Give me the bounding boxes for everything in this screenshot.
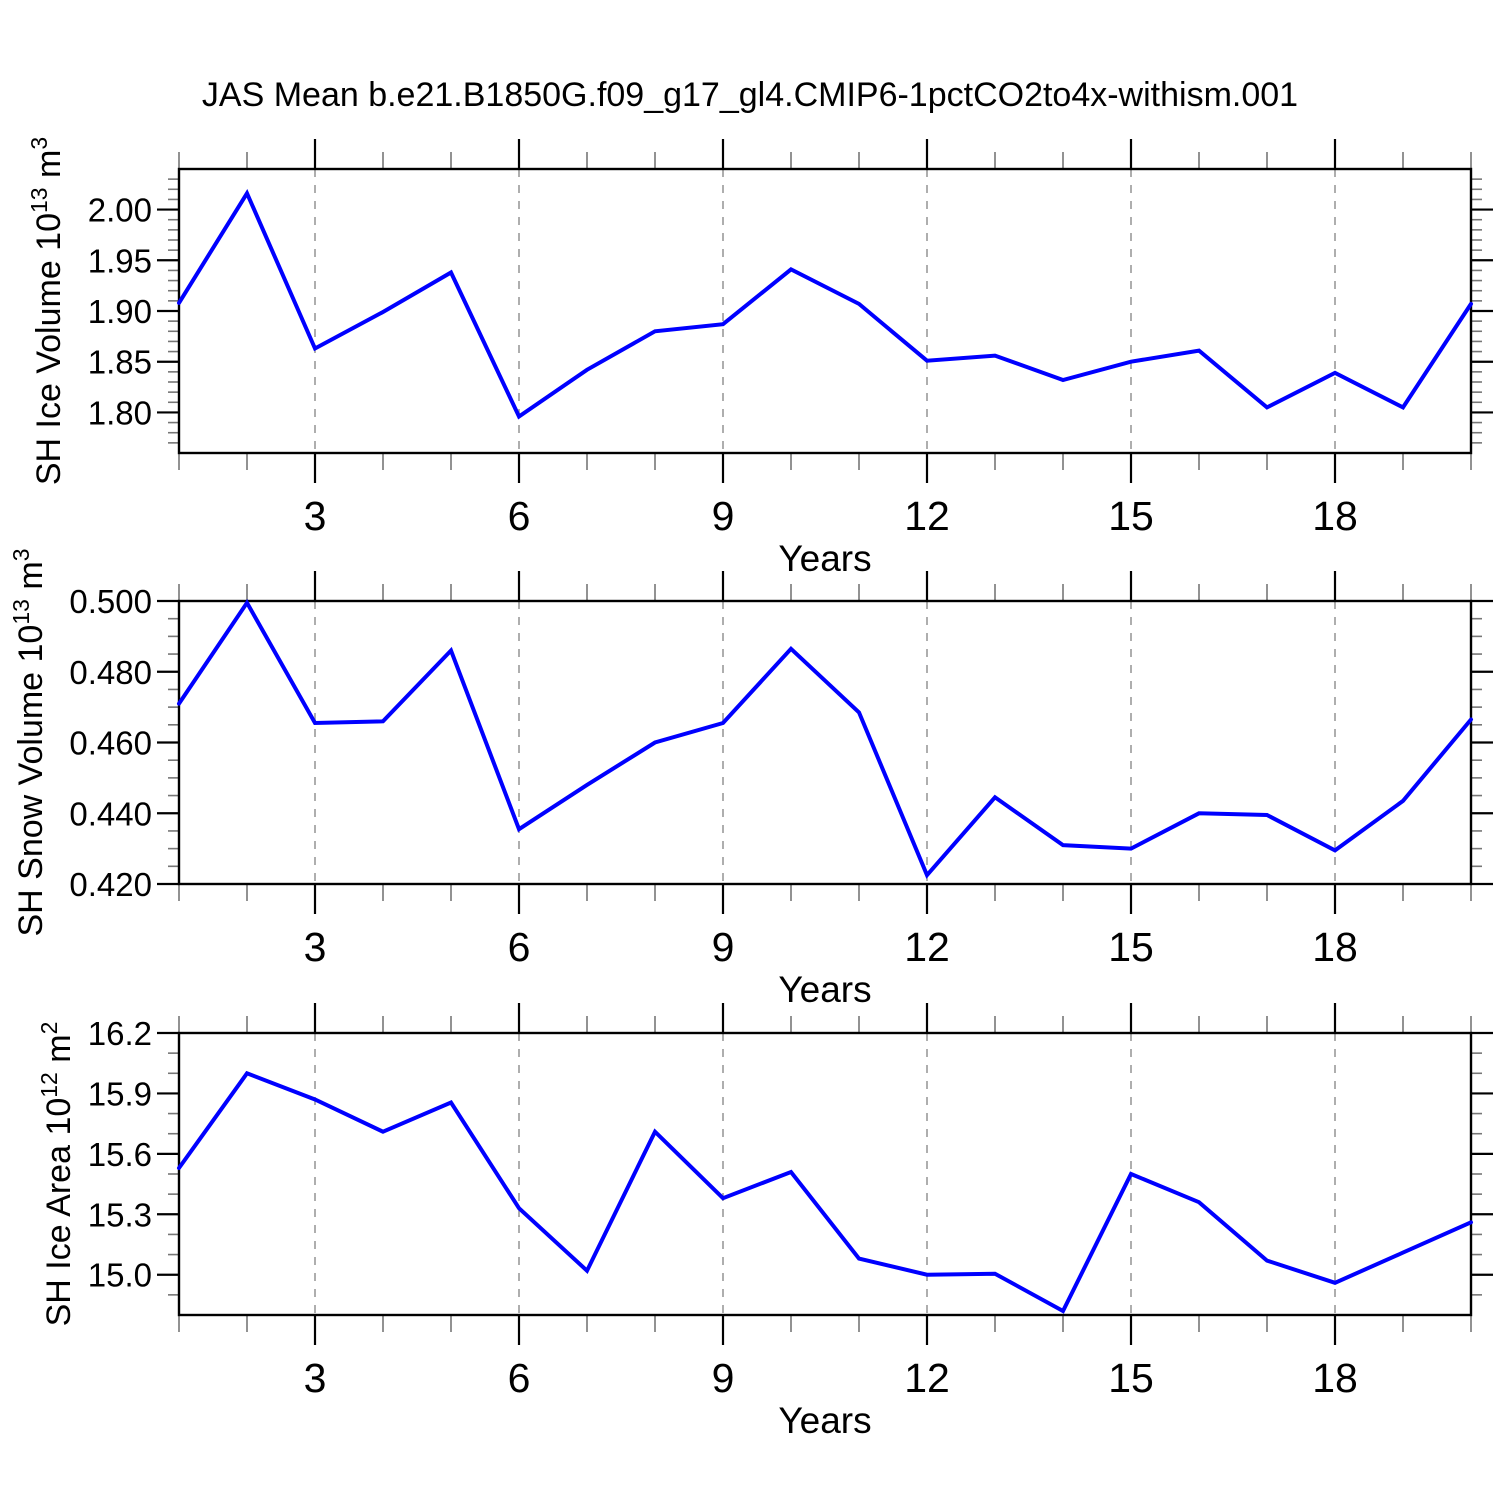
x-tick-label: 3 — [304, 1355, 327, 1401]
y-tick-label: 1.80 — [88, 394, 152, 431]
x-axis-title: Years — [778, 1400, 871, 1441]
data-line — [177, 1070, 1473, 1314]
x-tick-label: 6 — [508, 493, 531, 539]
y-tick-label: 15.3 — [88, 1196, 152, 1233]
x-tick-label: 3 — [304, 493, 327, 539]
x-tick-label: 12 — [904, 493, 950, 539]
x-tick-label: 3 — [304, 924, 327, 970]
y-tick-label: 15.6 — [88, 1136, 152, 1173]
panel-1: 1.80 1.85 1.90 1.95 2.00 3 6 9 12 15 18 Years SH Ice… — [26, 137, 1493, 579]
plot-frame — [177, 599, 1473, 886]
chart-title: JAS Mean b.e21.B1850G.f09_g17_gl4.CMIP6-… — [201, 76, 1299, 114]
y-tick-label: 1.85 — [88, 344, 152, 381]
x-tick-label: 18 — [1312, 1355, 1358, 1401]
y-tick-label: 2.00 — [88, 192, 152, 229]
y-tick-label: 15.0 — [88, 1257, 152, 1294]
x-axis-title: Years — [778, 538, 871, 579]
panel-3: 15.0 15.3 15.6 15.9 16.2 3 6 9 12 15 18 Years SH Ice… — [36, 1003, 1493, 1441]
x-tick-label: 9 — [712, 1355, 735, 1401]
x-tick-label: 6 — [508, 924, 531, 970]
x-tick-label: 6 — [508, 1355, 531, 1401]
data-line — [177, 189, 1473, 420]
x-tick-label: 15 — [1108, 1355, 1154, 1401]
y-tick-label: 0.500 — [69, 583, 152, 620]
plot-frame — [177, 1031, 1473, 1317]
y-axis-title: SH Snow Volume 1013 m3 — [8, 548, 50, 936]
x-tick-label: 15 — [1108, 924, 1154, 970]
x-axis-title: Years — [778, 969, 871, 1010]
y-tick-label: 0.440 — [69, 795, 152, 832]
x-tick-label: 15 — [1108, 493, 1154, 539]
y-tick-label: 0.480 — [69, 654, 152, 691]
y-axis-title: SH Ice Volume 1013 m3 — [26, 137, 68, 485]
data-line — [177, 599, 1473, 879]
x-tick-label: 18 — [1312, 924, 1358, 970]
x-tick-label: 18 — [1312, 493, 1358, 539]
y-tick-label: 15.9 — [88, 1075, 152, 1112]
x-tick-label: 12 — [904, 924, 950, 970]
x-tick-label: 9 — [712, 924, 735, 970]
y-tick-label: 1.95 — [88, 242, 152, 279]
y-tick-label: 1.90 — [88, 293, 152, 330]
x-tick-label: 12 — [904, 1355, 950, 1401]
plot-frame — [177, 167, 1473, 455]
y-axis-title: SH Ice Area 1012 m2 — [36, 1022, 78, 1327]
y-tick-label: 16.2 — [88, 1015, 152, 1052]
y-tick-label: 0.460 — [69, 725, 152, 762]
y-tick-label: 0.420 — [69, 866, 152, 903]
x-tick-label: 9 — [712, 493, 735, 539]
panel-2: 0.420 0.440 0.460 0.480 0.500 3 6 9 12 15 18 Years S… — [8, 548, 1493, 1010]
